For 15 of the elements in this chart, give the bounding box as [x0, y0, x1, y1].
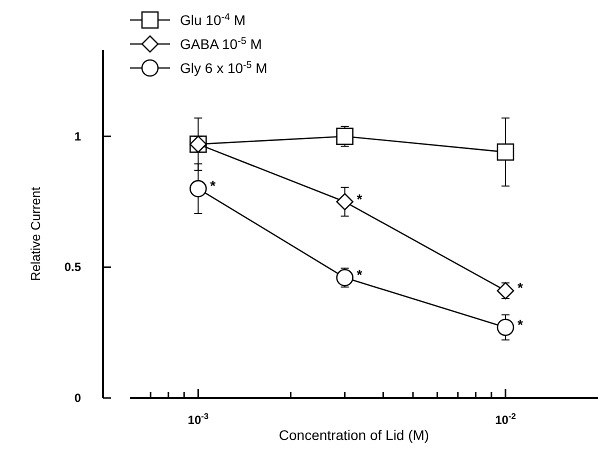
- legend-label: Gly 6 x 10$^{-5}$ M: [180, 60, 268, 76]
- legend-label: Glu 10$^{-4}$ M: [180, 12, 246, 28]
- legend-label: GABA 10$^{-5}$ M: [180, 36, 262, 52]
- y-tick-label: 0.5: [64, 260, 82, 274]
- y-tick-label: 0: [74, 391, 82, 405]
- y-axis-title: Relative Current: [28, 186, 43, 281]
- annotation: *: [356, 266, 363, 283]
- annotation: *: [210, 178, 216, 194]
- annotation: *: [517, 280, 524, 296]
- y-tick-label: 1: [74, 129, 82, 144]
- annotation: *: [356, 190, 363, 207]
- annotation: *: [517, 316, 524, 332]
- x-tick-label: 10$^{-3}$: [188, 411, 209, 427]
- x-tick-label: 10$^{-2}$: [495, 411, 516, 427]
- x-axis-title: Concentration of Lid (M): [278, 427, 430, 443]
